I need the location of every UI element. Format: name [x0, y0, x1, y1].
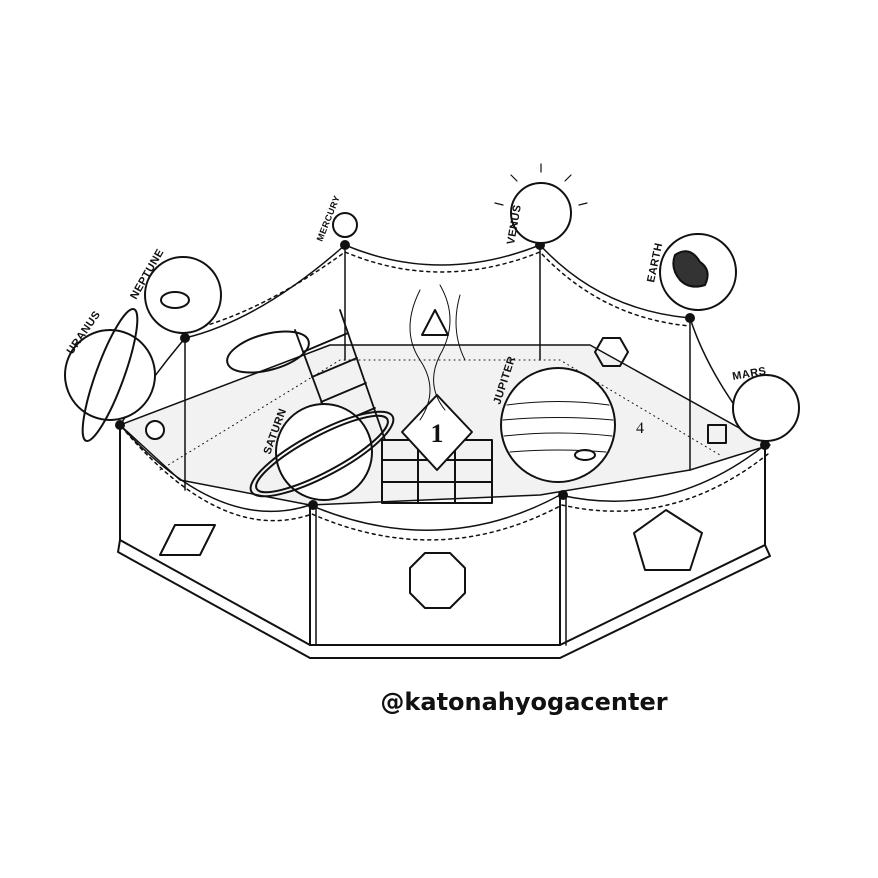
posts — [119, 244, 766, 646]
venus-planet — [494, 163, 588, 244]
small-moon — [145, 420, 165, 440]
square-shape — [707, 424, 727, 444]
mercury-planet — [332, 212, 358, 238]
altar-number: 1 — [431, 419, 444, 448]
jupiter-planet — [500, 367, 616, 483]
mars-label: MARS — [731, 365, 767, 383]
handle-text: @katonahyogacenter — [380, 688, 668, 716]
mars-planet — [732, 374, 800, 442]
octagon-shape — [409, 552, 466, 609]
yoga-mat — [226, 330, 310, 374]
altar-pedestal — [381, 394, 493, 504]
neptune-planet — [144, 256, 222, 334]
saturn-planet — [249, 403, 395, 501]
diamond-shape — [159, 524, 216, 556]
pentagon-shape — [633, 509, 703, 571]
fire-triangle — [421, 309, 449, 336]
hexagon-shape — [594, 337, 629, 367]
smoke — [409, 284, 466, 421]
earth-planet — [659, 233, 737, 311]
jupiter-number: 4 — [636, 420, 644, 437]
uranus-planet — [64, 308, 156, 442]
